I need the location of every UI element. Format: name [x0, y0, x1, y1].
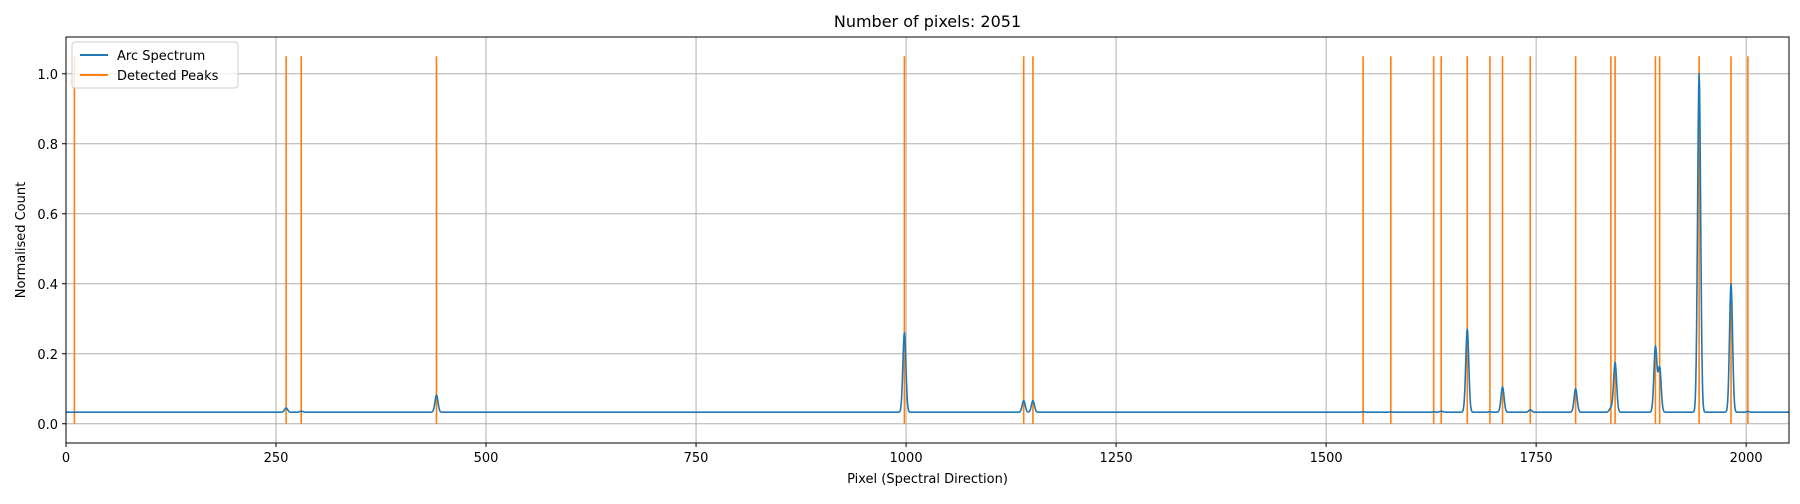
series-layer — [66, 56, 1789, 424]
y-tick-label: 0.6 — [37, 208, 58, 223]
x-tick-label: 250 — [264, 451, 289, 466]
legend-label-detected-peaks: Detected Peaks — [117, 69, 219, 84]
arc-spectrum-line — [66, 72, 1789, 413]
x-tick-label: 0 — [62, 451, 70, 466]
plot-frame — [65, 36, 1790, 444]
y-tick-label: 0.2 — [37, 348, 58, 363]
y-tick-label: 0.8 — [37, 138, 58, 153]
legend: Arc Spectrum Detected Peaks — [71, 41, 239, 89]
legend-box — [71, 41, 239, 89]
y-axis-label: Normalised Count — [14, 182, 29, 298]
x-tick-label: 1500 — [1310, 451, 1343, 466]
y-tick-label: 1.0 — [37, 68, 58, 83]
legend-label-arc-spectrum: Arc Spectrum — [117, 49, 205, 64]
y-tick-label: 0.0 — [37, 418, 58, 433]
chart-title: Number of pixels: 2051 — [834, 12, 1021, 31]
y-tick-label: 0.4 — [37, 278, 58, 293]
x-tick-label: 1000 — [890, 451, 923, 466]
x-tick-label: 500 — [474, 451, 499, 466]
x-tick-label: 2000 — [1730, 451, 1763, 466]
x-tick-label: 1750 — [1520, 451, 1553, 466]
x-tick-label: 750 — [684, 451, 709, 466]
x-axis-label: Pixel (Spectral Direction) — [847, 472, 1008, 487]
x-tick-label: 1250 — [1100, 451, 1133, 466]
ticks: 0 250 500 750 1000 1250 1500 1750 2000 0.0 0.2 0.4 0… — [37, 68, 1762, 466]
